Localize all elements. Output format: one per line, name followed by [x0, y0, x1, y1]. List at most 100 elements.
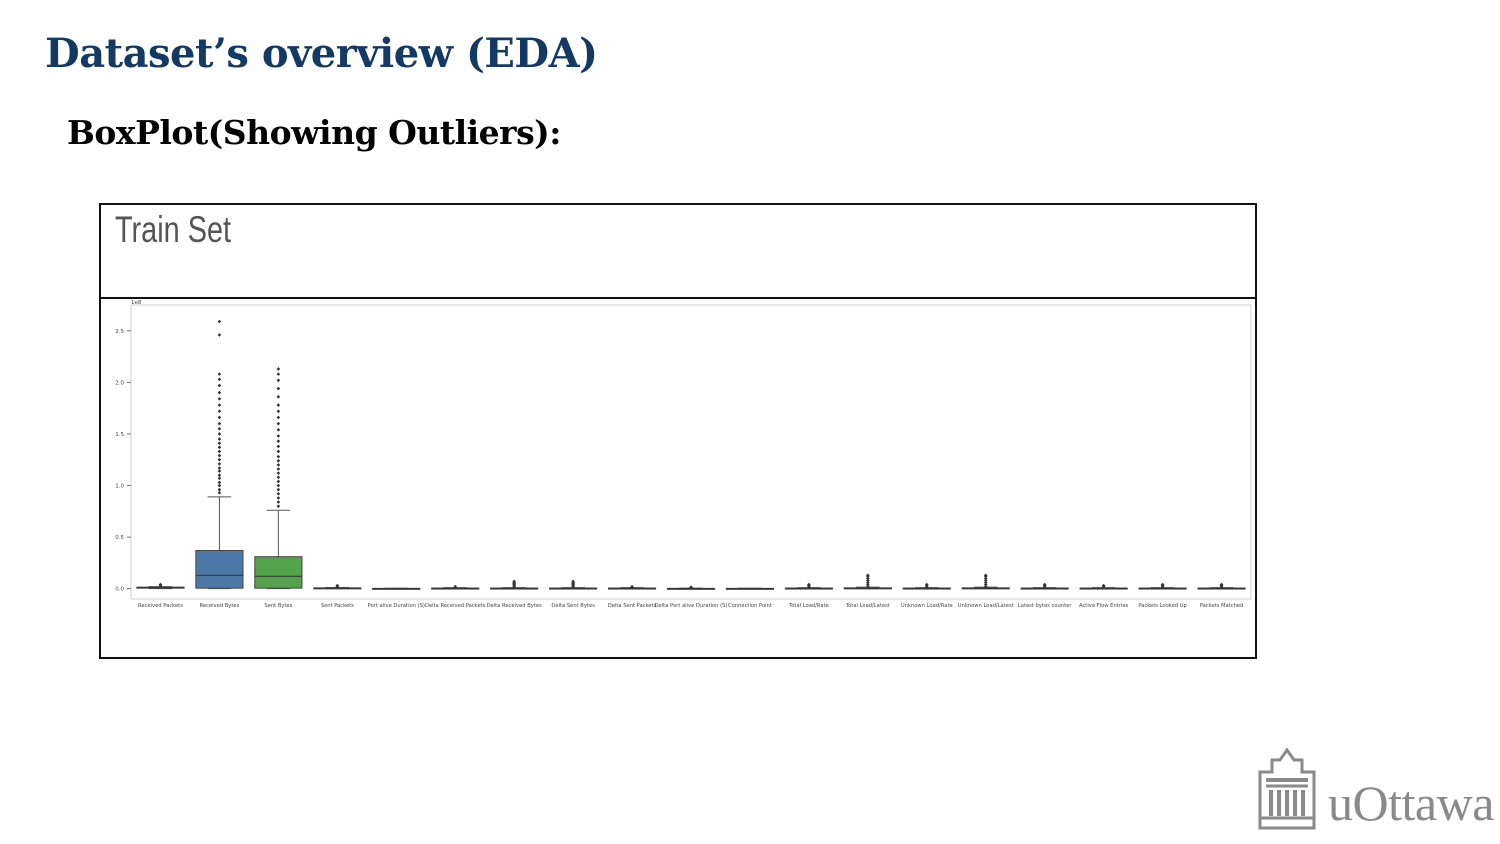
outlier-point	[1101, 583, 1106, 588]
boxplot-chart: 0.0 0.5 1.0 1.5 2.0 2.5 1e8 Received Packets Rec…	[115, 300, 1252, 609]
outlier-point	[276, 428, 281, 432]
outlier-point	[335, 583, 340, 588]
outlier-point	[217, 426, 222, 431]
logo-text: uOttawa	[1328, 775, 1494, 831]
outlier-point	[276, 439, 281, 443]
outlier-point	[217, 441, 222, 446]
outlier-point	[217, 390, 222, 395]
box	[195, 550, 244, 589]
outlier-point	[571, 579, 575, 584]
x-tick-label: Total Load/Latest	[845, 603, 890, 609]
outlier-point	[217, 466, 222, 470]
outlier-point	[276, 372, 281, 376]
uottawa-building-icon	[1258, 748, 1316, 830]
outlier-point	[276, 395, 281, 399]
outlier-point	[217, 437, 222, 441]
outlier-point	[276, 458, 281, 463]
outlier-point	[217, 483, 222, 488]
x-tick-label: Packets Looked Up	[1138, 603, 1187, 609]
outlier-point	[276, 479, 281, 484]
y-tick-label: 1.0	[115, 484, 124, 490]
x-tick-label: Connection Point	[728, 603, 772, 609]
y-tick-label: 2.0	[115, 380, 124, 386]
outlier-point	[866, 584, 870, 589]
outlier-point	[276, 367, 281, 371]
plot-area	[130, 304, 1252, 600]
outlier-point	[866, 578, 870, 583]
x-tick-label: Delta Received Bytes	[487, 603, 543, 609]
outlier-point	[276, 444, 281, 449]
y-tick-label: 0.5	[115, 535, 124, 541]
x-tick-label: Packets Matched	[1200, 603, 1244, 609]
outlier-point	[983, 578, 988, 583]
outlier-point	[158, 582, 163, 587]
x-tick-label: Sent Packets	[321, 603, 354, 609]
outlier-point	[866, 573, 870, 578]
outlier-point	[866, 580, 870, 585]
outlier-point	[276, 504, 281, 508]
outlier-point	[217, 487, 222, 492]
outlier-point	[217, 445, 222, 450]
slide-subtitle: BoxPlot(Showing Outliers):	[67, 113, 561, 152]
x-tick-label: Sent Bytes	[264, 603, 292, 609]
outlier-point	[276, 496, 281, 500]
x-tick-label: Port alive Duration (S)	[368, 603, 425, 609]
x-tick-label: Delta Received Packets	[425, 603, 486, 609]
x-tick-label: Active Flow Entries	[1079, 603, 1129, 609]
outlier-point	[807, 582, 811, 587]
outlier-point	[217, 372, 222, 376]
outlier-point	[983, 584, 988, 589]
outlier-point	[217, 469, 222, 473]
outlier-point	[217, 457, 222, 462]
outlier-point	[983, 576, 988, 581]
outlier-point	[217, 462, 222, 466]
x-tick-label: Delta Port alive Duration (S)	[655, 603, 728, 609]
outlier-point	[276, 500, 281, 504]
outlier-point	[689, 585, 693, 589]
outlier-point	[276, 475, 281, 480]
outlier-point	[217, 490, 222, 495]
outlier-point	[276, 471, 281, 475]
outlier-point	[217, 473, 222, 478]
outlier-point	[276, 463, 281, 467]
outlier-point	[983, 582, 988, 587]
outlier-point	[866, 582, 870, 587]
outlier-point	[276, 487, 281, 492]
slide-title: Dataset’s overview (EDA)	[45, 30, 598, 77]
y-scale-label: 1e8	[131, 300, 142, 306]
x-tick-label: Unknown Load/Latest	[958, 603, 1014, 609]
outlier-point	[217, 449, 222, 454]
outlier-point	[1160, 582, 1165, 587]
outlier-point	[217, 377, 222, 382]
outlier-point	[512, 579, 516, 584]
panel-label: Train Set	[115, 209, 232, 250]
frame-divider	[101, 297, 1255, 299]
x-tick-label: Delta Sent Bytes	[551, 603, 595, 609]
outlier-point	[276, 491, 281, 496]
x-tick-label: Received Packets	[138, 603, 183, 609]
outlier-point	[924, 582, 929, 587]
outlier-point	[276, 403, 281, 407]
y-tick-label: 1.5	[115, 432, 124, 438]
outlier-point	[276, 449, 281, 454]
outlier-point	[217, 476, 222, 481]
outlier-point	[276, 421, 281, 426]
outlier-point	[217, 480, 222, 485]
x-tick-label: Delta Sent Packets	[608, 603, 657, 609]
box	[254, 556, 303, 589]
x-tick-label: Unknown Load/Rate	[901, 603, 953, 609]
outlier-point	[1219, 582, 1224, 587]
x-tick-label: Total Load/Rate	[788, 603, 829, 609]
outlier-point	[630, 584, 634, 589]
outlier-point	[276, 467, 281, 471]
y-tick-label: 2.5	[115, 329, 124, 335]
outlier-point	[453, 584, 458, 589]
outlier-point	[983, 580, 988, 585]
x-tick-label: Latest bytes counter	[1018, 603, 1072, 609]
x-tick-label: Received Bytes	[200, 603, 240, 609]
outlier-point	[276, 483, 281, 488]
outlier-point	[276, 454, 281, 459]
outlier-point	[217, 432, 222, 436]
outlier-point	[276, 434, 281, 438]
outlier-point	[217, 453, 222, 458]
